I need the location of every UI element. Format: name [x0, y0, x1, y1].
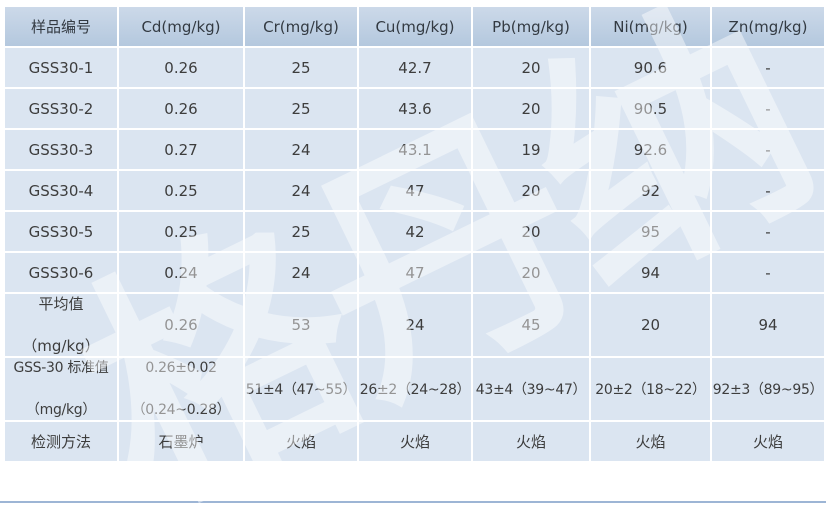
data-cell-cr: 24	[245, 253, 357, 292]
data-cell-zn: 火焰	[712, 422, 824, 461]
data-cell-zn: -	[712, 89, 824, 128]
row-label-cell: 平均值 （mg/kg）	[5, 294, 117, 356]
data-cell-cu: 火焰	[359, 422, 471, 461]
header-row: 样品编号 Cd(mg/kg) Cr(mg/kg) Cu(mg/kg) Pb(mg/kg)…	[5, 7, 824, 46]
header-cell-ni: Ni(mg/kg)	[591, 7, 710, 46]
cell-lines: 平均值 （mg/kg）	[5, 294, 117, 356]
table-row: GSS30-3 0.27 24 43.1 19 92.6-	[5, 130, 824, 169]
results-table: 样品编号 Cd(mg/kg) Cr(mg/kg) Cu(mg/kg) Pb(mg/kg)…	[3, 5, 826, 463]
data-cell-pb: 20	[473, 89, 589, 128]
data-cell-cd: 0.25	[119, 171, 243, 210]
data-cell-zn: 94	[712, 294, 824, 356]
data-cell-cu: 42	[359, 212, 471, 251]
table-row: 检测方法 石墨炉 火焰 火焰 火焰 火焰 火焰	[5, 422, 824, 461]
data-cell-cd: 0.25	[119, 212, 243, 251]
data-cell-cd: 0.26	[119, 294, 243, 356]
data-cell-zn: -	[712, 171, 824, 210]
table-row: GSS30-2 0.26 25 43.6 20 90.5-	[5, 89, 824, 128]
cell-line: 平均值	[38, 295, 84, 313]
data-cell-pb: 火焰	[473, 422, 589, 461]
data-cell-cu: 47	[359, 253, 471, 292]
data-cell-ni: 火焰	[591, 422, 710, 461]
data-cell-cu: 47	[359, 171, 471, 210]
header-cell-sample-id: 样品编号	[5, 7, 117, 46]
data-cell-cr: 25	[245, 89, 357, 128]
data-cell-pb: 20	[473, 48, 589, 87]
cell-line: （0.24~0.28）	[131, 402, 231, 418]
data-cell-cd: 石墨炉	[119, 422, 243, 461]
data-cell-zn: -	[712, 48, 824, 87]
header-cell-cd: Cd(mg/kg)	[119, 7, 243, 46]
row-label-cell: 检测方法	[5, 422, 117, 461]
data-cell-cr: 25	[245, 48, 357, 87]
header-cell-cu: Cu(mg/kg)	[359, 7, 471, 46]
cell-lines: 0.26±0.02 （0.24~0.28）	[119, 358, 243, 420]
data-cell-cu: 24	[359, 294, 471, 356]
data-cell-cu: 26±2（24~28）	[359, 358, 471, 420]
data-cell-cd: 0.26	[119, 48, 243, 87]
table-row: GSS-30 标准值 （mg/kg） 0.26±0.02 （0.24~0.28） 51±…	[5, 358, 824, 420]
data-cell-cd: 0.27	[119, 130, 243, 169]
row-label-cell: GSS30-5	[5, 212, 117, 251]
data-cell-pb: 19	[473, 130, 589, 169]
data-cell-cd: 0.24	[119, 253, 243, 292]
data-cell-cr: 53	[245, 294, 357, 356]
cell-line: GSS-30 标准值	[13, 360, 109, 376]
table-row: GSS30-1 0.26 25 42.7 20 90.6-	[5, 48, 824, 87]
data-cell-zn: -	[712, 130, 824, 169]
data-cell-cd: 0.26	[119, 89, 243, 128]
header-cell-pb: Pb(mg/kg)	[473, 7, 589, 46]
table-row: GSS30-4 0.25 24 47 20 92-	[5, 171, 824, 210]
data-cell-zn: -	[712, 212, 824, 251]
table-bottom-border	[0, 501, 826, 503]
data-cell-cr: 火焰	[245, 422, 357, 461]
table-row: GSS30-6 0.24 24 47 20 94-	[5, 253, 824, 292]
data-cell-ni: 90.5	[591, 89, 710, 128]
row-label-cell: GSS30-4	[5, 171, 117, 210]
cell-line: （mg/kg）	[25, 402, 97, 418]
data-cell-cr: 24	[245, 171, 357, 210]
data-cell-zn: -	[712, 253, 824, 292]
row-label-cell: GSS-30 标准值 （mg/kg）	[5, 358, 117, 420]
data-cell-zn: 92±3（89~95）	[712, 358, 824, 420]
table-row: 平均值 （mg/kg） 0.26 53 24 45 20 94	[5, 294, 824, 356]
data-cell-cr: 25	[245, 212, 357, 251]
data-cell-pb: 45	[473, 294, 589, 356]
data-cell-ni: 95	[591, 212, 710, 251]
data-cell-pb: 43±4（39~47）	[473, 358, 589, 420]
data-cell-cu: 43.6	[359, 89, 471, 128]
row-label-cell: GSS30-2	[5, 89, 117, 128]
header-cell-zn: Zn(mg/kg)	[712, 7, 824, 46]
data-cell-pb: 20	[473, 253, 589, 292]
data-cell-cr: 51±4（47~55）	[245, 358, 357, 420]
header-cell-cr: Cr(mg/kg)	[245, 7, 357, 46]
data-cell-cr: 24	[245, 130, 357, 169]
data-cell-ni: 20±2（18~22）	[591, 358, 710, 420]
data-cell-ni: 94	[591, 253, 710, 292]
row-label-cell: GSS30-3	[5, 130, 117, 169]
row-label-cell: GSS30-1	[5, 48, 117, 87]
data-cell-ni: 92.6	[591, 130, 710, 169]
data-cell-ni: 90.6	[591, 48, 710, 87]
row-label-cell: GSS30-6	[5, 253, 117, 292]
cell-line: （mg/kg）	[22, 337, 100, 355]
cell-line: 0.26±0.02	[145, 360, 217, 376]
data-cell-pb: 20	[473, 212, 589, 251]
data-cell-ni: 20	[591, 294, 710, 356]
table-row: GSS30-5 0.25 25 42 20 95-	[5, 212, 824, 251]
data-cell-cu: 43.1	[359, 130, 471, 169]
cell-lines: GSS-30 标准值 （mg/kg）	[5, 358, 117, 420]
data-cell-ni: 92	[591, 171, 710, 210]
data-cell-pb: 20	[473, 171, 589, 210]
data-cell-cu: 42.7	[359, 48, 471, 87]
data-cell-cd: 0.26±0.02 （0.24~0.28）	[119, 358, 243, 420]
